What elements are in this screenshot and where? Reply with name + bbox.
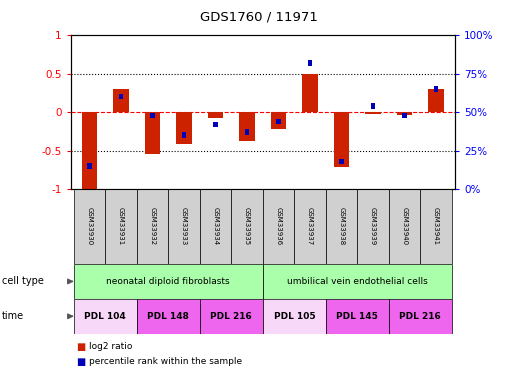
- Bar: [389, 299, 452, 334]
- Bar: [389, 189, 420, 264]
- Bar: [74, 189, 105, 264]
- Text: ■: ■: [76, 342, 85, 352]
- Bar: [82, 112, 97, 189]
- Text: GSM33934: GSM33934: [212, 207, 219, 246]
- Text: GSM33930: GSM33930: [86, 207, 93, 246]
- Text: GSM33936: GSM33936: [276, 207, 281, 246]
- Text: percentile rank within the sample: percentile rank within the sample: [89, 357, 242, 366]
- Bar: [397, 112, 413, 115]
- Bar: [145, 112, 161, 154]
- Text: GSM33933: GSM33933: [181, 207, 187, 246]
- Bar: [263, 189, 294, 264]
- Bar: [200, 299, 263, 334]
- Bar: [402, 112, 407, 118]
- Bar: [213, 122, 218, 127]
- Text: time: time: [2, 311, 24, 321]
- Text: GSM33941: GSM33941: [433, 207, 439, 246]
- Bar: [420, 189, 452, 264]
- Bar: [326, 189, 357, 264]
- Text: GSM33932: GSM33932: [150, 207, 155, 246]
- Text: GSM33939: GSM33939: [370, 207, 376, 246]
- Text: GSM33940: GSM33940: [402, 207, 407, 246]
- Text: GDS1760 / 11971: GDS1760 / 11971: [200, 11, 318, 24]
- Text: ■: ■: [76, 357, 85, 367]
- Bar: [113, 89, 129, 112]
- Bar: [428, 89, 444, 112]
- Bar: [308, 60, 312, 66]
- Bar: [365, 112, 381, 114]
- Bar: [176, 112, 192, 144]
- Bar: [74, 264, 263, 299]
- Bar: [371, 103, 376, 109]
- Bar: [87, 163, 92, 169]
- Bar: [150, 112, 155, 118]
- Bar: [357, 189, 389, 264]
- Bar: [245, 129, 249, 135]
- Text: GSM33935: GSM33935: [244, 207, 250, 246]
- Bar: [326, 299, 389, 334]
- Text: PDL 216: PDL 216: [400, 312, 441, 321]
- Text: PDL 148: PDL 148: [147, 312, 189, 321]
- Text: log2 ratio: log2 ratio: [89, 342, 132, 351]
- Bar: [263, 264, 452, 299]
- Bar: [181, 132, 186, 138]
- Bar: [208, 112, 223, 118]
- Bar: [137, 189, 168, 264]
- Text: GSM33938: GSM33938: [338, 207, 345, 246]
- Text: PDL 104: PDL 104: [84, 312, 126, 321]
- Text: cell type: cell type: [2, 276, 43, 286]
- Text: GSM33931: GSM33931: [118, 207, 124, 246]
- Bar: [334, 112, 349, 168]
- Text: neonatal diploid fibroblasts: neonatal diploid fibroblasts: [107, 277, 230, 286]
- Bar: [231, 189, 263, 264]
- Text: umbilical vein endothelial cells: umbilical vein endothelial cells: [287, 277, 428, 286]
- Bar: [339, 159, 344, 164]
- Bar: [105, 189, 137, 264]
- Bar: [271, 112, 287, 129]
- Bar: [239, 112, 255, 141]
- Text: PDL 216: PDL 216: [210, 312, 252, 321]
- Bar: [168, 189, 200, 264]
- Bar: [137, 299, 200, 334]
- Bar: [434, 86, 438, 92]
- Text: PDL 145: PDL 145: [336, 312, 378, 321]
- Bar: [276, 118, 281, 124]
- Bar: [200, 189, 231, 264]
- Text: PDL 105: PDL 105: [274, 312, 315, 321]
- Bar: [302, 74, 318, 112]
- Bar: [74, 299, 137, 334]
- Text: GSM33937: GSM33937: [307, 207, 313, 246]
- Bar: [119, 94, 123, 99]
- Bar: [294, 189, 326, 264]
- Bar: [263, 299, 326, 334]
